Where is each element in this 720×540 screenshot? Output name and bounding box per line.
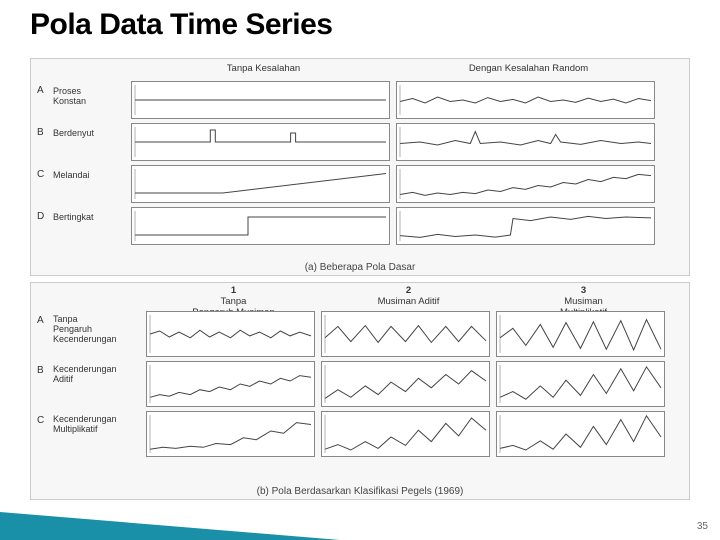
chart-cell (146, 311, 315, 357)
chart-cell (131, 81, 390, 119)
chart-cell (321, 411, 490, 457)
figure-b-caption: (b) Pola Berdasarkan Klasifikasi Pegels … (31, 486, 689, 497)
chart-cell (131, 123, 390, 161)
figure-b-row-letter: B (37, 365, 44, 376)
figure-a-row-label: Melandai (53, 171, 119, 181)
figure-a-col-header: Dengan Kesalahan Random (396, 63, 661, 74)
chart-cell (396, 81, 655, 119)
title-text: Pola Data Time Series (30, 8, 332, 41)
figure-b-row-letter: C (37, 415, 44, 426)
chart-cell (496, 361, 665, 407)
accent-shape (0, 504, 340, 540)
page-number: 35 (697, 521, 708, 532)
chart-cell (396, 123, 655, 161)
chart-cell (496, 311, 665, 357)
figure-b-row-label: Kecenderungan Multiplikatif (53, 415, 134, 435)
chart-cell (496, 411, 665, 457)
figure-a-row-letter: C (37, 169, 44, 180)
figure-b-row-letter: A (37, 315, 44, 326)
figure-b: 1 Tanpa Pengaruh Musiman2 Musiman Aditif… (30, 282, 690, 500)
chart-cell (321, 311, 490, 357)
figure-b-row-label: Tanpa Pengaruh Kecenderungan (53, 315, 134, 345)
chart-cell (146, 361, 315, 407)
chart-cell (396, 207, 655, 245)
slide-title: Pola Data Time Series (30, 8, 332, 42)
chart-cell (146, 411, 315, 457)
chart-cell (131, 207, 390, 245)
figure-a-caption: (a) Beberapa Pola Dasar (31, 262, 689, 273)
slide: Pola Data Time Series Tanpa KesalahanDen… (0, 0, 720, 540)
figure-a-row-label: Berdenyut (53, 129, 119, 139)
figure-a-row-letter: D (37, 211, 44, 222)
figure-a-row-label: Proses Konstan (53, 87, 119, 107)
figure-a-row-letter: B (37, 127, 44, 138)
figure-b-row-label: Kecenderungan Aditif (53, 365, 134, 385)
figure-b-col-header: 2 Musiman Aditif (321, 285, 496, 307)
figure-a-row-letter: A (37, 85, 44, 96)
figure-a: Tanpa KesalahanDengan Kesalahan Random A… (30, 58, 690, 276)
chart-cell (131, 165, 390, 203)
chart-cell (321, 361, 490, 407)
figure-a-col-header: Tanpa Kesalahan (131, 63, 396, 74)
chart-cell (396, 165, 655, 203)
figure-a-row-label: Bertingkat (53, 213, 119, 223)
